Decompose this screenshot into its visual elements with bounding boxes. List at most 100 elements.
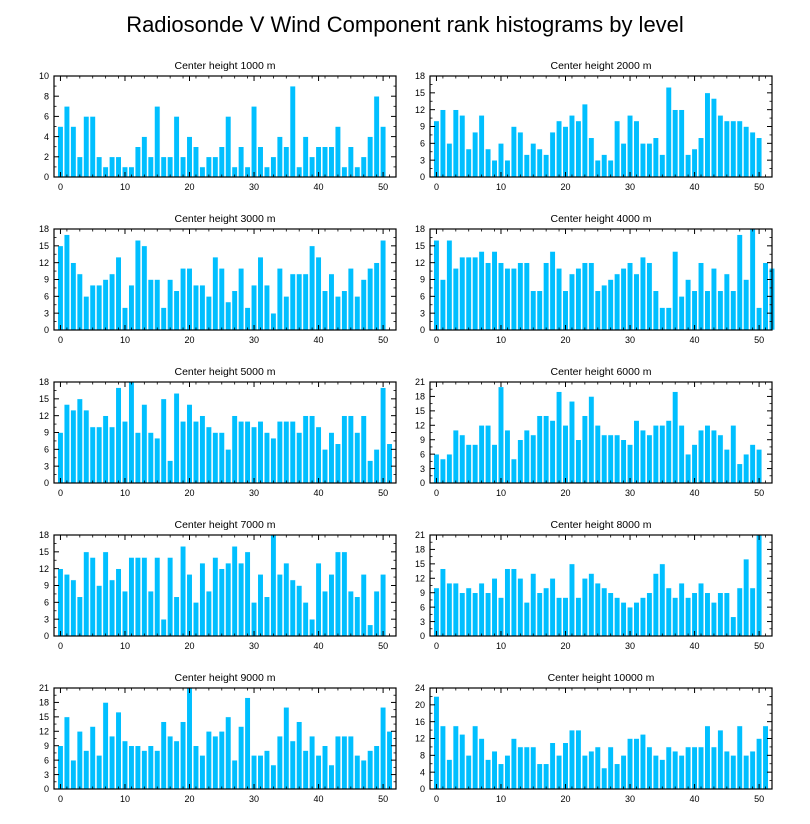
- bar: [568, 400, 576, 484]
- bar: [257, 573, 264, 637]
- panel-2: Center height 2000 m 0 10 20 30 40 50 0 3 6 9 12 15 1…: [415, 60, 773, 192]
- bar: [134, 432, 141, 484]
- bar: [263, 166, 271, 178]
- y-tick-label: 12: [415, 105, 425, 115]
- bar: [347, 267, 354, 331]
- bar: [678, 109, 685, 178]
- bar: [446, 582, 453, 637]
- bar: [536, 763, 543, 790]
- bar: [446, 239, 453, 331]
- bar: [749, 131, 756, 178]
- bar: [594, 290, 601, 331]
- bar: [276, 267, 283, 331]
- bar: [749, 587, 756, 637]
- y-tick-label: 0: [420, 784, 425, 794]
- bar: [575, 729, 582, 790]
- x-tick-label: 10: [496, 488, 506, 498]
- bar: [109, 156, 116, 178]
- bar: [283, 296, 290, 331]
- x-tick-label: 10: [496, 335, 506, 345]
- bar: [341, 166, 348, 178]
- bar: [665, 746, 672, 790]
- bar: [270, 764, 277, 790]
- bar: [192, 146, 200, 178]
- bar: [244, 551, 251, 637]
- x-tick-label: 20: [185, 488, 195, 498]
- y-tick-label: 3: [44, 614, 49, 624]
- bar: [186, 573, 193, 637]
- bar: [218, 568, 225, 637]
- bar: [373, 449, 380, 484]
- y-tick-label: 3: [420, 155, 425, 165]
- bar: [354, 596, 361, 637]
- bar: [347, 735, 354, 790]
- panel-7: Center height 7000 m 0 10 20 30 40 50 0 3 6 9 12 15 1…: [39, 519, 397, 651]
- y-tick-label: 12: [415, 573, 425, 583]
- bar: [465, 256, 472, 331]
- bar: [575, 120, 582, 178]
- x-tick-label: 50: [754, 182, 764, 192]
- panels: Center height 1000 m0 10 20 30 40 500246810Ce…: [39, 60, 776, 804]
- bar: [360, 156, 367, 178]
- panel-title: Center height 3000 m: [175, 213, 276, 225]
- bar: [672, 597, 679, 637]
- bar: [601, 767, 608, 790]
- bar: [478, 424, 485, 484]
- y-tick-label: 9: [44, 275, 49, 285]
- bar: [218, 432, 225, 484]
- x-tick-label: 20: [185, 182, 195, 192]
- bar: [614, 597, 621, 637]
- bar: [601, 284, 608, 331]
- bar: [134, 146, 141, 178]
- bar: [549, 251, 556, 331]
- bar: [250, 106, 258, 178]
- x-tick-label: 30: [625, 335, 635, 345]
- bar: [321, 290, 329, 331]
- bar: [620, 755, 627, 790]
- panel-4: Center height 4000 m 0 10 20 30 40 50 0 3 6 9 12 15 1…: [415, 213, 776, 345]
- bar: [121, 740, 129, 790]
- bar: [199, 562, 206, 637]
- y-tick-label: 18: [39, 530, 49, 540]
- bar: [238, 146, 245, 178]
- bar: [244, 420, 251, 484]
- panel-title: Center height 8000 m: [551, 519, 652, 531]
- bar: [478, 114, 485, 178]
- bar: [276, 136, 283, 178]
- y-tick-label: 24: [415, 683, 425, 693]
- x-tick-label: 10: [120, 641, 130, 651]
- bar: [678, 424, 685, 484]
- bar: [289, 579, 296, 637]
- bar: [452, 109, 459, 178]
- x-tick-label: 40: [690, 335, 700, 345]
- x-tick-label: 40: [690, 794, 700, 804]
- y-tick-label: 15: [39, 241, 49, 251]
- bar: [588, 137, 595, 178]
- bar: [76, 596, 83, 637]
- y-tick-label: 12: [39, 564, 49, 574]
- bar: [517, 746, 524, 790]
- bar: [212, 432, 219, 484]
- bar: [154, 279, 161, 331]
- bar: [678, 755, 685, 790]
- bar: [321, 745, 329, 790]
- bar: [212, 256, 219, 331]
- bar: [302, 602, 309, 637]
- x-tick-label: 10: [496, 182, 506, 192]
- x-tick-label: 10: [120, 182, 130, 192]
- bar: [575, 267, 582, 331]
- bar: [484, 262, 492, 331]
- bar: [685, 453, 692, 484]
- bar: [212, 735, 219, 790]
- y-tick-label: 9: [420, 588, 425, 598]
- x-tick-label: 30: [249, 641, 259, 651]
- bar: [510, 458, 517, 484]
- bar: [465, 755, 472, 790]
- bar: [704, 290, 711, 331]
- bar: [167, 279, 174, 331]
- bar: [380, 387, 387, 484]
- bar: [192, 420, 200, 484]
- bar: [167, 460, 174, 484]
- bar: [63, 573, 70, 637]
- bar: [639, 143, 647, 178]
